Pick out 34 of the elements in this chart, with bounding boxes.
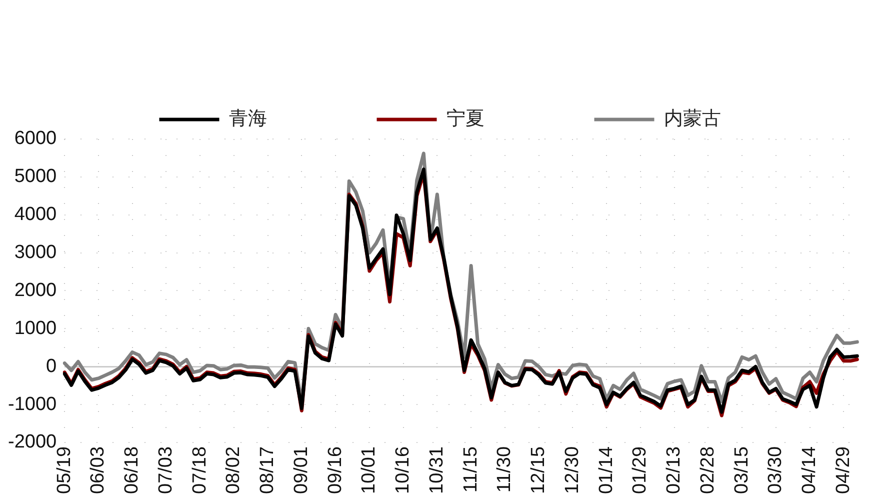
x-tick-label: 04/29 [832, 446, 854, 494]
x-tick-label: 11/15 [460, 446, 482, 493]
y-tick-label: 6000 [14, 128, 57, 150]
x-tick-label: 06/03 [88, 446, 109, 494]
y-tick-label: 1000 [14, 318, 57, 339]
x-tick-label: 01/29 [630, 446, 651, 494]
legend-label: 内蒙古 [664, 107, 721, 130]
x-tick-label: 07/03 [155, 446, 176, 494]
x-tick-label: 06/18 [122, 446, 143, 494]
x-tick-label: 07/18 [189, 446, 210, 494]
y-tick-label: -1000 [8, 394, 57, 415]
legend-label: 宁夏 [446, 107, 484, 130]
x-tick-label: 12/15 [528, 446, 550, 494]
x-tick-label: 09/01 [290, 446, 312, 494]
x-tick-label: 03/15 [731, 446, 752, 494]
x-tick-label: 02/13 [664, 446, 685, 494]
x-tick-label: 10/16 [392, 446, 414, 494]
x-tick-label: 09/16 [324, 446, 346, 494]
y-tick-label: 2000 [14, 280, 57, 301]
x-tick-label: 01/14 [596, 446, 617, 494]
x-tick-label: 02/28 [697, 446, 718, 494]
x-tick-label: 12/30 [562, 446, 583, 494]
y-tick-label: 0 [46, 356, 57, 377]
y-tick-label: 4000 [14, 204, 57, 226]
x-tick-label: 10/31 [426, 446, 448, 494]
y-tick-label: 5000 [14, 166, 57, 188]
x-tick-label: 04/14 [799, 446, 820, 494]
x-tick-label: 03/30 [765, 446, 786, 494]
x-tick-label: 08/02 [223, 446, 244, 494]
x-tick-label: 10/01 [358, 446, 380, 494]
y-tick-label: 3000 [14, 242, 57, 264]
legend-label: 青海 [228, 107, 267, 130]
x-tick-label: 08/17 [257, 446, 278, 494]
x-tick-label: 11/30 [494, 446, 516, 493]
